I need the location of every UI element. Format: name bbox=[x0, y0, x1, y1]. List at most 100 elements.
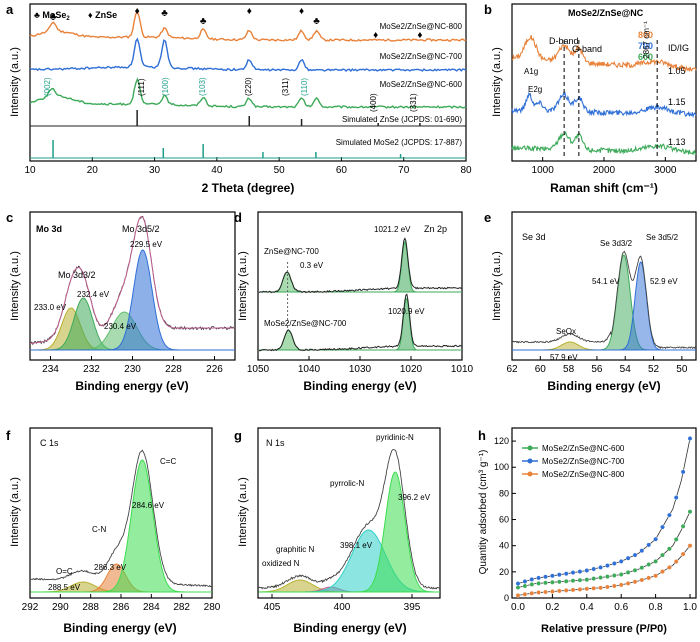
isotherm-point bbox=[584, 568, 590, 573]
xlabel-e: Binding energy (eV) bbox=[547, 379, 660, 393]
ratio-700: 1.15 bbox=[668, 97, 686, 107]
x-tick-label: 54 bbox=[620, 364, 632, 375]
isotherm-point bbox=[611, 583, 617, 589]
x-tick-label: 80 bbox=[460, 165, 472, 176]
panel-a: a Intensity (a.u.) 2 Theta (degree) 10 20… bbox=[6, 2, 472, 195]
isotherm-point bbox=[584, 577, 590, 583]
isotherm-point bbox=[605, 563, 610, 568]
isotherm-point bbox=[680, 469, 686, 475]
xrd-curve bbox=[29, 77, 467, 110]
label-d-3: MoSe2/ZnSe@NC-700 bbox=[264, 319, 347, 328]
x-tick-label: 234 bbox=[42, 364, 59, 375]
isotherm-point bbox=[653, 573, 658, 579]
xlabel-d: Binding energy (eV) bbox=[303, 379, 416, 393]
x-tick-label: 232 bbox=[83, 364, 100, 375]
label-g-1: 396.2 eV bbox=[398, 493, 431, 502]
isotherm-point bbox=[673, 495, 679, 500]
curves-g bbox=[258, 449, 441, 593]
isotherm-point bbox=[646, 542, 652, 548]
isotherm-point bbox=[660, 569, 665, 574]
x-tick-label: 292 bbox=[22, 602, 39, 613]
x-tick-label: 10 bbox=[24, 165, 36, 176]
x-ticks-f: 292 290 288 286 284 282 280 bbox=[22, 594, 221, 613]
label-g-5: oxidized N bbox=[262, 559, 300, 568]
peak-c-0: Mo 3d5/2 bbox=[122, 224, 160, 234]
isotherm-point bbox=[550, 579, 555, 585]
curves-a: ♦ ♦ ♦ ♦ ♦ ♣ ♣ ♣ ♣ bbox=[29, 6, 467, 159]
x-tick-label: 395 bbox=[404, 602, 421, 613]
isotherm-point bbox=[598, 565, 603, 570]
panel-e: e Intensity (a.u.) Binding energy (eV) S… bbox=[484, 210, 697, 393]
label-g-0: pyridinic-N bbox=[376, 433, 414, 442]
isotherm-point bbox=[522, 583, 528, 589]
x-tick-label: 1010 bbox=[451, 364, 474, 375]
ylabel-g: Intensity (a.u.) bbox=[237, 477, 249, 547]
title-b: MoSe2/ZnSe@NC bbox=[568, 8, 644, 18]
x-tick-label: 1.0 bbox=[683, 602, 697, 613]
panel-letter-g: g bbox=[234, 428, 242, 443]
ylabel-d: Intensity (a.u.) bbox=[237, 251, 249, 321]
raman-curve bbox=[511, 34, 697, 73]
isotherm-point bbox=[556, 572, 562, 578]
title-f: C 1s bbox=[40, 438, 59, 448]
label-a-700: MoSe2/ZnSe@NC-700 bbox=[380, 52, 463, 61]
band-e2g: E2g bbox=[528, 85, 542, 94]
mose2-marker: ♣ bbox=[200, 16, 207, 27]
x-tick-label: 56 bbox=[591, 364, 603, 375]
isotherm-point bbox=[625, 555, 631, 561]
isotherm-point bbox=[563, 588, 569, 593]
ylabel-a: Intensity (a.u.) bbox=[9, 47, 21, 117]
y-tick-label: 100 bbox=[494, 462, 509, 472]
isotherm-point bbox=[618, 572, 624, 577]
x-tick-label: 282 bbox=[173, 602, 190, 613]
isotherm-point bbox=[646, 562, 652, 567]
ratio-label-b: ID/IG bbox=[668, 43, 689, 53]
x-tick-label: 30 bbox=[149, 165, 161, 176]
isotherm-point bbox=[563, 578, 569, 584]
x-tick-label: 400 bbox=[334, 602, 351, 613]
isotherm-point bbox=[570, 587, 576, 593]
isotherm-point bbox=[605, 584, 610, 590]
panel-letter-a: a bbox=[6, 2, 14, 17]
isotherm-point bbox=[577, 577, 583, 583]
x-tick-label: 20 bbox=[87, 165, 99, 176]
znse-marker: ♦ bbox=[247, 6, 252, 17]
panel-letter-h: h bbox=[478, 428, 486, 443]
ylabel-b: Intensity (a.u.) bbox=[491, 47, 503, 117]
x-tick-label: 52 bbox=[648, 364, 660, 375]
isotherm-point bbox=[591, 585, 597, 591]
x-tick-label: 280 bbox=[204, 602, 221, 613]
fit-component bbox=[512, 261, 696, 351]
legend-label: MoSe2/ZnSe@NC-800 bbox=[542, 470, 625, 479]
isotherm-point bbox=[515, 593, 521, 598]
xrd-curve bbox=[29, 37, 467, 73]
x-ticks-e: 62 60 58 56 54 52 50 bbox=[506, 356, 688, 375]
mose2-marker: ♣ bbox=[161, 8, 168, 19]
x-tick-label: 288 bbox=[82, 602, 99, 613]
ylabel-e: Intensity (a.u.) bbox=[491, 251, 503, 321]
label-e-5: 57.9 eV bbox=[550, 353, 578, 362]
isotherm-point bbox=[570, 570, 576, 575]
y-tick-label: 0 bbox=[504, 593, 509, 603]
raman-curve bbox=[511, 130, 697, 156]
label-e-1: Se 3d5/2 bbox=[646, 233, 679, 242]
label-g-2: pyrrolic-N bbox=[330, 479, 364, 488]
isotherm-point bbox=[563, 571, 569, 577]
isotherm-point bbox=[598, 585, 603, 591]
plot-frame-g bbox=[257, 427, 441, 599]
x-tick-label: 50 bbox=[274, 165, 286, 176]
xlabel-f: Binding energy (eV) bbox=[63, 621, 176, 635]
xrd-curve bbox=[29, 10, 467, 42]
peak-c-3: 232.4 eV bbox=[77, 290, 110, 299]
label-e-3: 52.9 eV bbox=[650, 277, 678, 286]
x-tick-label: 40 bbox=[211, 165, 223, 176]
x-tick-label: 230 bbox=[124, 364, 141, 375]
legend-label: MoSe2/ZnSe@NC-700 bbox=[542, 457, 625, 466]
isotherm-point bbox=[570, 578, 576, 584]
legend-h: MoSe2/ZnSe@NC-600 MoSe2/ZnSe@NC-700 MoSe2/… bbox=[522, 444, 625, 479]
plot-frame-h bbox=[511, 427, 697, 599]
legend-marker bbox=[527, 445, 533, 451]
x-tick-label: 1040 bbox=[298, 364, 321, 375]
panel-f: f Intensity (a.u.) Binding energy (eV) C… bbox=[6, 427, 221, 635]
label-f-0: C=C bbox=[160, 457, 176, 466]
